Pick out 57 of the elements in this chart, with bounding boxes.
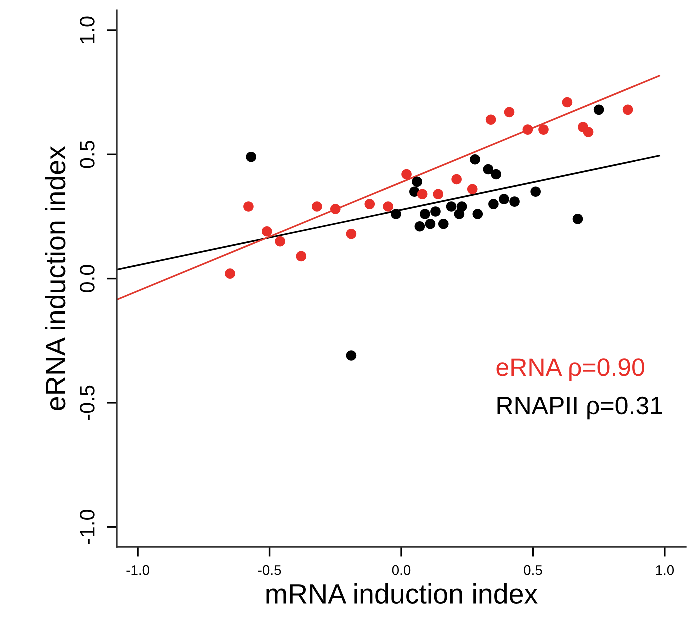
point — [499, 194, 510, 204]
point — [472, 209, 484, 220]
point — [246, 152, 256, 162]
x-tick-label: -1.0 — [126, 565, 150, 576]
point — [364, 199, 376, 210]
y-tick-label: 0.0 — [80, 265, 95, 292]
point — [483, 164, 494, 175]
point — [420, 209, 430, 220]
point — [425, 219, 436, 230]
point — [244, 202, 254, 212]
point — [491, 169, 502, 180]
point — [622, 104, 634, 116]
point — [452, 174, 462, 185]
point — [430, 206, 441, 217]
point — [583, 127, 594, 138]
x-tick-label: 0.0 — [392, 565, 411, 576]
y-tick-label: 0.5 — [80, 141, 95, 168]
x-axis-title: mRNA induction index — [266, 584, 538, 604]
point — [438, 219, 449, 230]
point — [275, 236, 286, 247]
point — [572, 214, 584, 224]
point — [488, 199, 499, 210]
point — [346, 350, 357, 361]
x-tick-label: 0.5 — [524, 565, 542, 576]
y-tick-label: -1.0 — [80, 510, 95, 544]
point — [402, 169, 412, 180]
y-tick-label: 1.0 — [80, 16, 95, 44]
point — [391, 209, 402, 220]
x-tick-label: 1.0 — [656, 565, 674, 576]
point — [467, 184, 478, 195]
point — [412, 176, 422, 188]
point — [562, 97, 573, 108]
point — [504, 107, 515, 118]
point — [510, 196, 520, 207]
point — [530, 186, 541, 198]
y-tick-label: -0.5 — [80, 386, 95, 420]
point — [312, 202, 322, 212]
point — [486, 114, 496, 126]
x-tick-label: -0.5 — [258, 565, 282, 576]
point — [346, 228, 357, 240]
point — [225, 268, 236, 279]
point — [414, 222, 426, 232]
point — [330, 204, 341, 214]
point — [594, 104, 604, 116]
point — [522, 124, 534, 135]
point — [296, 251, 307, 262]
point — [470, 154, 480, 165]
point — [456, 202, 468, 212]
text: eRNA ρ=0.90 — [496, 358, 644, 382]
point — [538, 124, 549, 135]
y-axis-title: eRNA induction index — [45, 146, 66, 410]
text: RNAPII ρ=0.31 — [498, 396, 662, 420]
point — [433, 189, 444, 200]
point — [262, 226, 272, 237]
point — [417, 189, 428, 200]
point — [446, 202, 457, 212]
point — [383, 202, 394, 212]
